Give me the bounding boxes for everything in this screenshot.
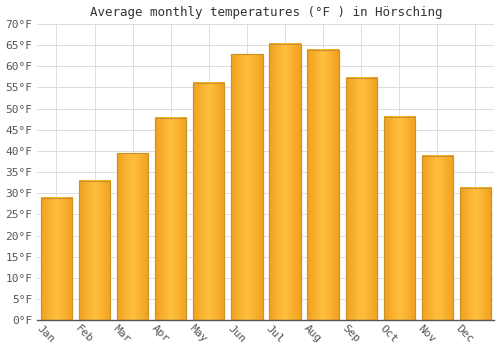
Bar <box>270 44 300 320</box>
Bar <box>384 117 415 320</box>
Title: Average monthly temperatures (°F ) in Hörsching: Average monthly temperatures (°F ) in Hö… <box>90 6 442 19</box>
Bar <box>460 188 491 320</box>
Bar <box>308 50 338 320</box>
Bar <box>193 83 224 320</box>
Bar <box>155 118 186 320</box>
Bar <box>232 54 262 320</box>
Bar <box>346 78 377 320</box>
Bar <box>117 153 148 320</box>
Bar <box>422 156 453 320</box>
Bar <box>79 181 110 320</box>
Bar <box>41 198 72 320</box>
